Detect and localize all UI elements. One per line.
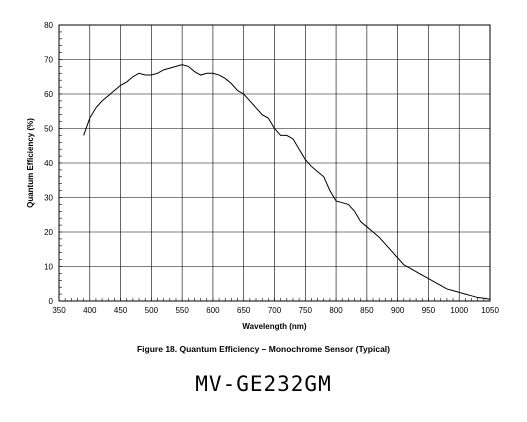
- x-tick-label: 500: [145, 306, 159, 315]
- plot-frame: [58, 24, 491, 302]
- x-tick-label: 650: [237, 306, 251, 315]
- x-tick-label: 950: [422, 306, 436, 315]
- figure-caption: Figure 18. Quantum Efficiency – Monochro…: [136, 344, 390, 354]
- y-tick-label: 0: [49, 297, 54, 306]
- x-tick-label: 1000: [450, 306, 468, 315]
- x-tick-label: 800: [329, 306, 343, 315]
- x-tick-label: 700: [268, 306, 282, 315]
- model-name: MV-GE232GM: [195, 372, 332, 396]
- y-tick-label: 80: [44, 21, 53, 30]
- x-tick-label: 350: [52, 306, 66, 315]
- y-axis-title: Quantum Efficiency (%): [26, 118, 35, 208]
- x-tick-label: 600: [206, 306, 220, 315]
- x-axis-title: Wavelength (nm): [242, 322, 306, 331]
- x-tick-label: 550: [175, 306, 189, 315]
- x-tick-label: 450: [114, 306, 128, 315]
- x-tick-label: 850: [360, 306, 374, 315]
- y-tick-label: 40: [44, 159, 53, 168]
- x-tick-labels: 350 400 450 500 550 600 650 700 750 800 850 900 950 1…: [52, 306, 499, 315]
- x-tick-label: 900: [391, 306, 405, 315]
- y-tick-label: 30: [44, 194, 53, 203]
- quantum-efficiency-chart: 350 400 450 500 550 600 650 700 750 800 850 900 950 1…: [26, 21, 499, 331]
- x-tick-label: 750: [299, 306, 313, 315]
- x-tick-label: 400: [83, 306, 97, 315]
- y-tick-label: 70: [44, 56, 53, 65]
- y-tick-label: 60: [44, 90, 53, 99]
- y-tick-label: 50: [44, 125, 53, 134]
- y-tick-labels: 0 10 20 30 40 50 60 70 80: [44, 21, 53, 306]
- x-tick-label: 1050: [481, 306, 499, 315]
- qe-series-line: [83, 64, 491, 300]
- y-tick-label: 10: [44, 263, 53, 272]
- y-tick-label: 20: [44, 228, 53, 237]
- grid-lines: [58, 24, 491, 302]
